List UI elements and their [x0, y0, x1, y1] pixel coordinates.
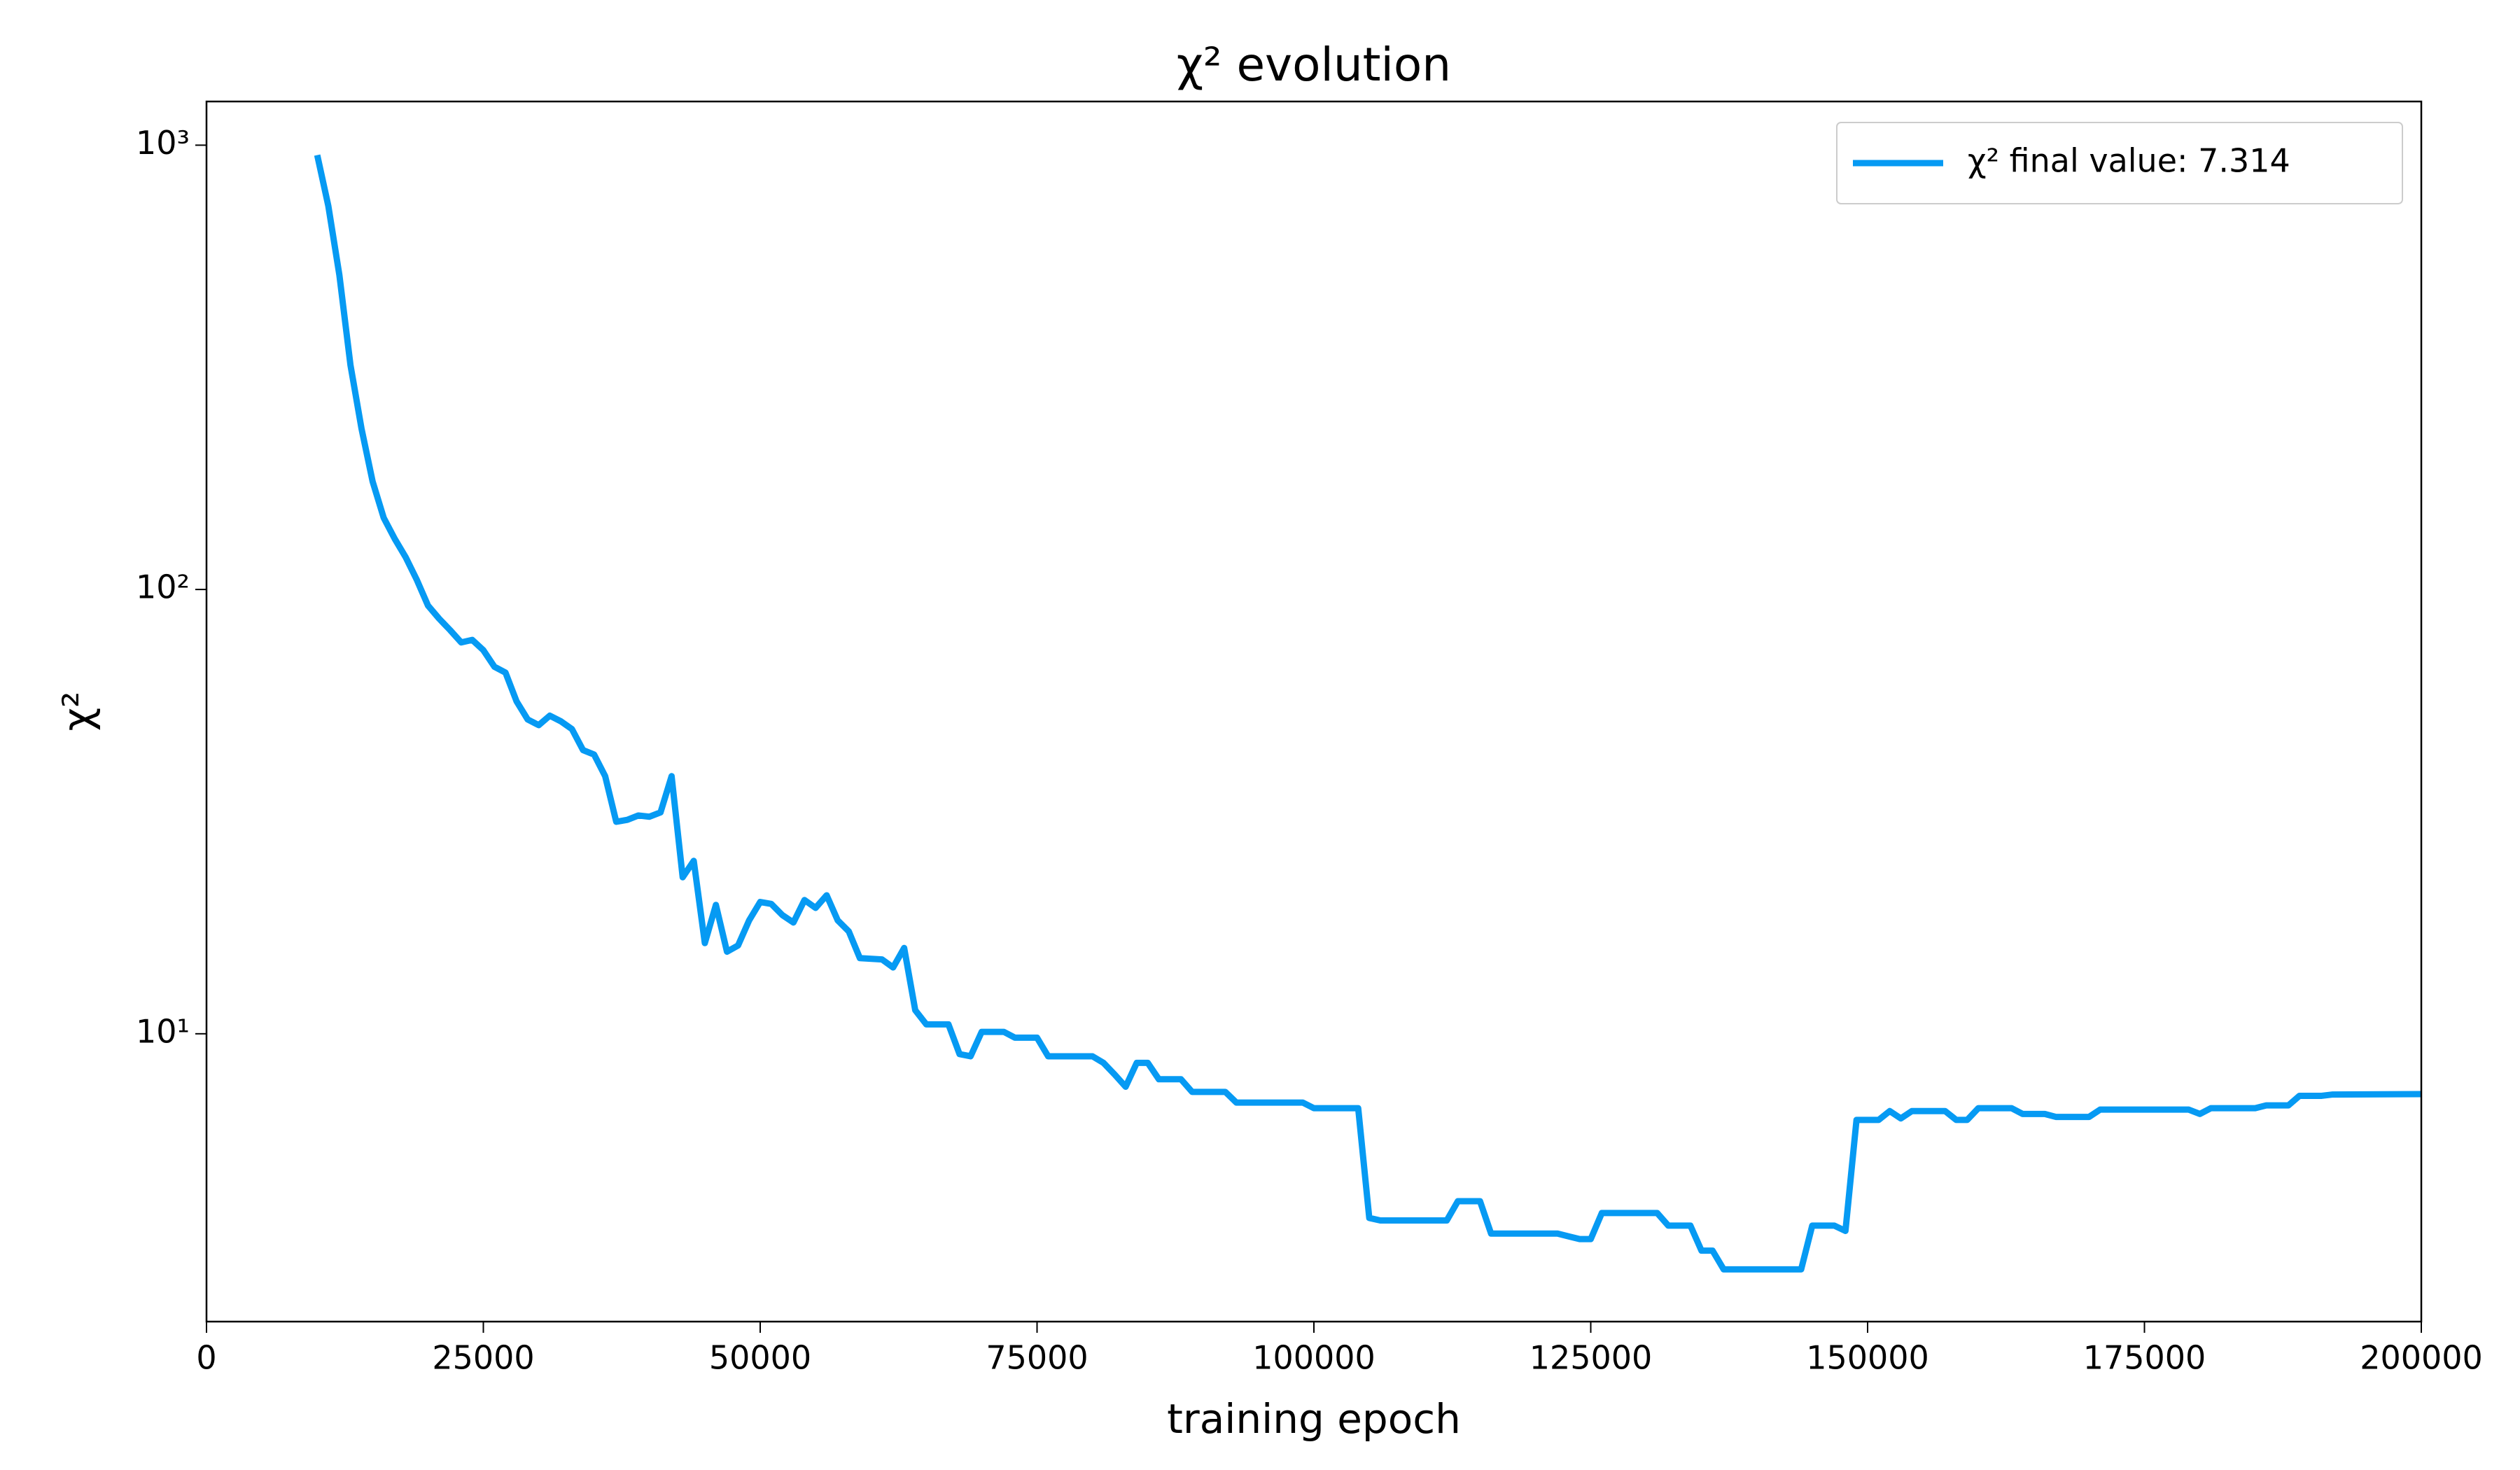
x-tick-label: 125000: [1530, 1339, 1653, 1377]
y-tick-label: 10²: [136, 568, 190, 606]
x-tick-label: 150000: [1806, 1339, 1929, 1377]
x-tick-label: 0: [196, 1339, 216, 1377]
x-tick-label: 100000: [1252, 1339, 1376, 1377]
x-tick-label: 175000: [2083, 1339, 2206, 1377]
legend-box: [1836, 122, 2403, 204]
x-tick-label: 25000: [432, 1339, 534, 1377]
y-tick-label: 10³: [136, 124, 190, 162]
data-line: [314, 154, 2422, 1273]
x-tick-label: 50000: [709, 1339, 811, 1377]
legend-label: χ² final value: 7.314: [1968, 142, 2290, 180]
x-tick-label: 75000: [986, 1339, 1088, 1377]
y-tick-label: 10¹: [136, 1012, 190, 1050]
x-tick-label: 200000: [2360, 1339, 2483, 1377]
chart-title: χ² evolution: [1177, 38, 1451, 92]
plot-frame: [205, 100, 2423, 1323]
x-axis-label: training epoch: [1167, 1395, 1461, 1443]
y-axis-label: χ²: [54, 692, 102, 732]
